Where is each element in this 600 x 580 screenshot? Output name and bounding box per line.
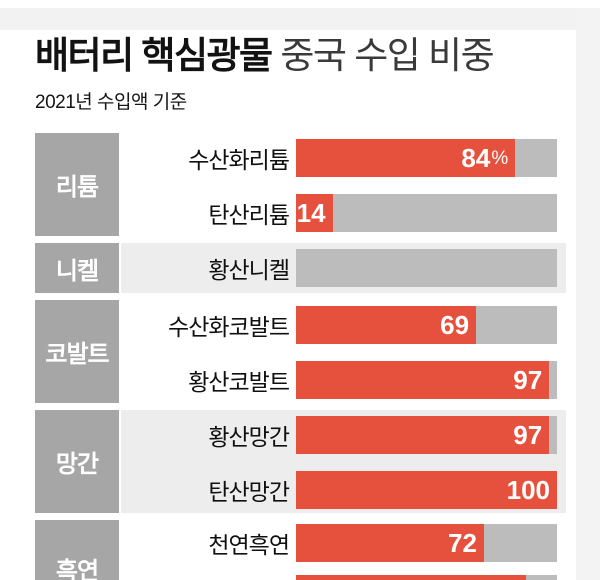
bar-track [296,575,557,580]
bar-item-label: 황산망간 [208,424,290,450]
percent-sign: % [491,147,509,169]
top-background-band [0,8,600,30]
group-label: 니켈 [35,243,119,293]
group-rows: 수산화코발트 69 황산코발트 97 [121,300,566,403]
title-strong: 배터리 핵심광물 [35,35,273,76]
bar-row: 인조흑연 [121,575,557,580]
bar-row: 황산망간 97 [121,416,557,454]
group-label: 코발트 [35,300,119,403]
bar-value: 69 [440,310,470,340]
bar-value: 84 [461,143,491,173]
group-rows: 천연흑연 72 인조흑연 [121,520,566,580]
bar-track [296,249,557,287]
bar-chart: 리튬 수산화리튬 84% 탄산리튬 14 니켈 황산니켈 코발트 수산화코발트 69 황산코발트 97… [0,133,600,580]
bar-row: 천연흑연 72 [121,524,557,562]
bar-row: 탄산리튬 14 [121,194,557,232]
bar-fill [296,575,526,580]
bar-fill: 72 [296,524,484,562]
bar-fill: 69 [296,306,477,344]
bar-item-label: 수산화코발트 [168,314,290,340]
bar-track: 14 [296,194,557,232]
bar-value: 14 [296,198,326,228]
mineral-group: 망간 황산망간 97 탄산망간 100 [35,410,600,513]
bar-track: 97 [296,361,557,399]
page-title: 배터리 핵심광물 중국 수입 비중 [35,34,600,78]
group-rows: 황산망간 97 탄산망간 100 [121,410,566,513]
bar-row: 탄산망간 100 [121,471,557,509]
bar-item-label: 탄산리튬 [208,202,290,228]
bar-value: 100 [506,475,550,505]
bar-value: 97 [513,420,543,450]
bar-fill: 14 [296,194,333,232]
mineral-group: 니켈 황산니켈 [35,243,600,293]
group-rows: 수산화리튬 84% 탄산리튬 14 [121,133,566,236]
bar-fill: 97 [296,361,550,399]
bar-fill: 84% [296,139,516,177]
group-label: 망간 [35,410,119,513]
bar-fill: 100 [296,471,557,509]
bar-item-label: 수산화리튬 [188,147,290,173]
bar-value: 72 [447,528,477,558]
group-rows: 황산니켈 [121,243,566,293]
bar-value: 97 [513,365,543,395]
bar-row: 황산코발트 97 [121,361,557,399]
bar-row: 수산화코발트 69 [121,306,557,344]
chart-subtitle: 2021년 수입액 기준 [35,92,187,113]
mineral-group: 코발트 수산화코발트 69 황산코발트 97 [35,300,600,403]
title-rest: 중국 수입 비중 [271,35,494,76]
bar-row: 황산니켈 [121,249,557,287]
header: 배터리 핵심광물 중국 수입 비중 2021년 수입액 기준 [35,34,600,114]
bar-track: 100 [296,471,557,509]
bar-item-label: 천연흑연 [208,532,290,558]
group-label: 리튬 [35,133,119,236]
bar-track: 72 [296,524,557,562]
group-label: 흑연 [35,520,119,580]
bar-item-label: 황산코발트 [188,369,290,395]
bar-track: 69 [296,306,557,344]
bar-item-label: 탄산망간 [208,479,290,505]
bar-track: 97 [296,416,557,454]
bar-fill: 97 [296,416,550,454]
bar-track: 84% [296,139,557,177]
right-background-band [576,8,600,580]
bar-item-label: 황산니켈 [208,257,290,283]
mineral-group: 흑연 천연흑연 72 인조흑연 [35,520,600,580]
mineral-group: 리튬 수산화리튬 84% 탄산리튬 14 [35,133,600,236]
bar-row: 수산화리튬 84% [121,139,557,177]
